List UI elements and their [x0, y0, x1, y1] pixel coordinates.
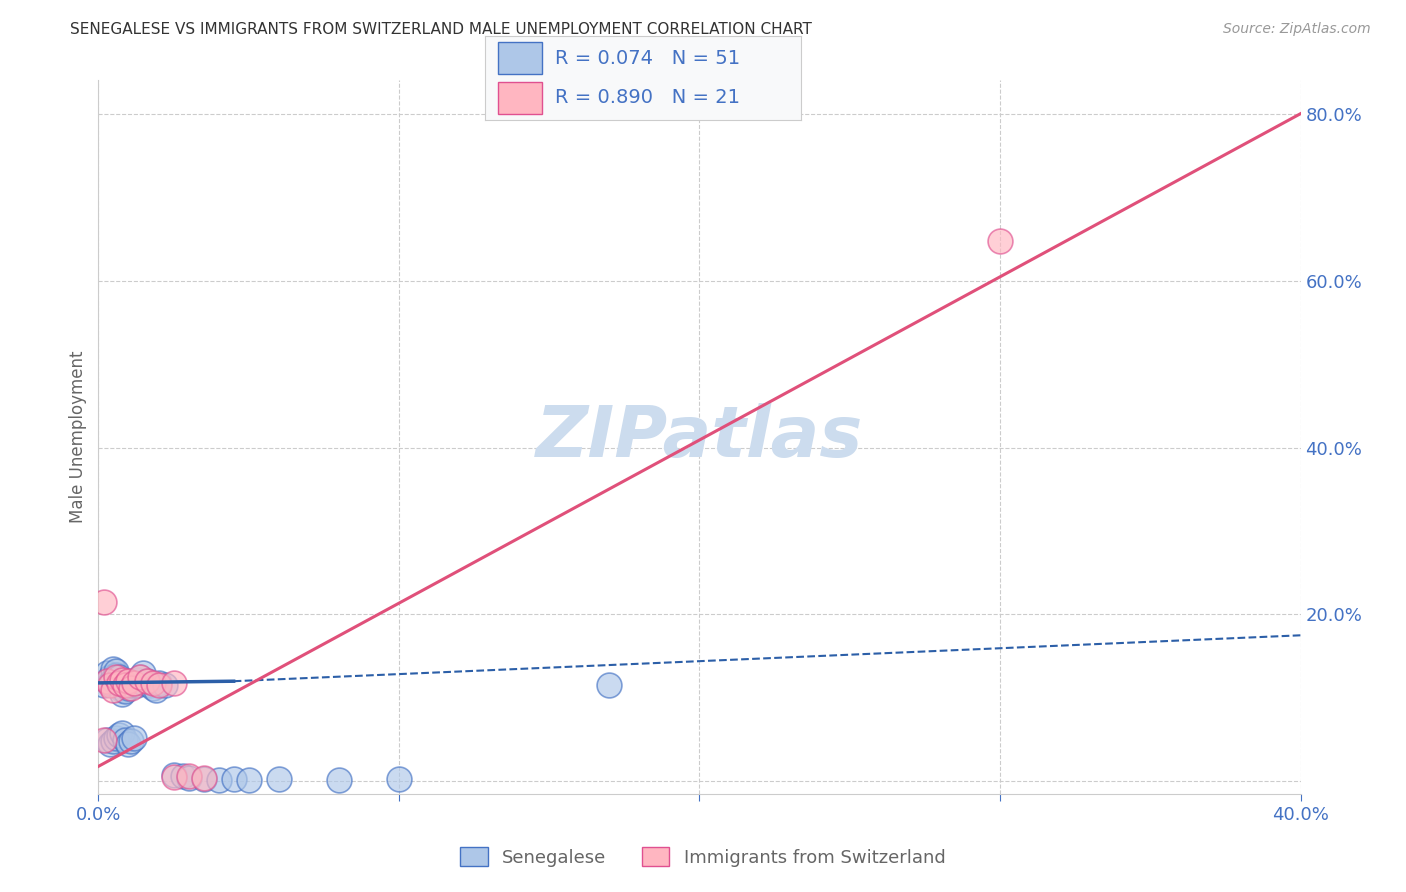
Point	[132, 665, 155, 680]
Point	[114, 684, 136, 698]
Point	[162, 676, 184, 690]
Point	[141, 676, 163, 690]
Point	[100, 737, 122, 751]
Point	[222, 772, 245, 786]
Point	[117, 674, 139, 689]
Point	[267, 772, 290, 786]
Point	[177, 769, 200, 783]
Point	[114, 678, 136, 692]
Y-axis label: Male Unemployment: Male Unemployment	[69, 351, 87, 524]
Text: SENEGALESE VS IMMIGRANTS FROM SWITZERLAND MALE UNEMPLOYMENT CORRELATION CHART: SENEGALESE VS IMMIGRANTS FROM SWITZERLAN…	[70, 22, 813, 37]
Point	[108, 676, 131, 690]
Point	[100, 670, 122, 684]
Point	[132, 676, 155, 690]
Point	[193, 772, 215, 786]
Point	[162, 770, 184, 784]
Point	[103, 673, 125, 687]
Point	[124, 731, 146, 745]
Point	[121, 677, 143, 691]
Point	[127, 678, 149, 692]
Legend: Senegalese, Immigrants from Switzerland: Senegalese, Immigrants from Switzerland	[453, 840, 953, 874]
Point	[117, 681, 139, 695]
Point	[105, 670, 128, 684]
Point	[988, 234, 1011, 248]
Point	[141, 681, 163, 695]
Point	[177, 771, 200, 785]
Point	[93, 678, 115, 692]
Point	[114, 732, 136, 747]
Point	[108, 729, 131, 743]
Point	[162, 767, 184, 781]
Point	[114, 678, 136, 692]
FancyBboxPatch shape	[498, 82, 541, 114]
Point	[103, 682, 125, 697]
Point	[124, 676, 146, 690]
Point	[93, 595, 115, 609]
Point	[105, 731, 128, 745]
Point	[127, 673, 149, 687]
Point	[145, 682, 167, 697]
Point	[100, 676, 122, 690]
Point	[121, 734, 143, 748]
Point	[96, 665, 118, 680]
Text: R = 0.890   N = 21: R = 0.890 N = 21	[554, 88, 740, 107]
Point	[93, 732, 115, 747]
Point	[96, 674, 118, 689]
Point	[111, 682, 134, 697]
Point	[138, 678, 160, 692]
Point	[208, 772, 231, 787]
Point	[105, 667, 128, 681]
Text: R = 0.074   N = 51: R = 0.074 N = 51	[554, 49, 740, 68]
Point	[153, 678, 176, 692]
FancyBboxPatch shape	[498, 42, 541, 74]
Point	[238, 772, 260, 787]
Point	[111, 726, 134, 740]
Text: Source: ZipAtlas.com: Source: ZipAtlas.com	[1223, 22, 1371, 37]
Point	[117, 737, 139, 751]
Point	[598, 678, 620, 692]
Point	[148, 676, 170, 690]
Point	[148, 678, 170, 692]
Point	[111, 687, 134, 701]
Point	[103, 734, 125, 748]
Point	[129, 670, 152, 684]
Point	[121, 681, 143, 695]
Point	[96, 674, 118, 689]
Point	[129, 670, 152, 684]
Point	[172, 769, 194, 783]
Point	[328, 772, 350, 787]
Point	[135, 674, 157, 689]
Point	[105, 664, 128, 678]
Point	[111, 673, 134, 687]
Point	[388, 772, 411, 786]
Point	[108, 676, 131, 690]
Point	[103, 662, 125, 676]
Point	[96, 732, 118, 747]
Text: ZIPatlas: ZIPatlas	[536, 402, 863, 472]
Point	[100, 678, 122, 692]
Point	[193, 771, 215, 785]
Point	[117, 674, 139, 689]
Point	[135, 674, 157, 689]
Point	[124, 676, 146, 690]
Point	[108, 670, 131, 684]
